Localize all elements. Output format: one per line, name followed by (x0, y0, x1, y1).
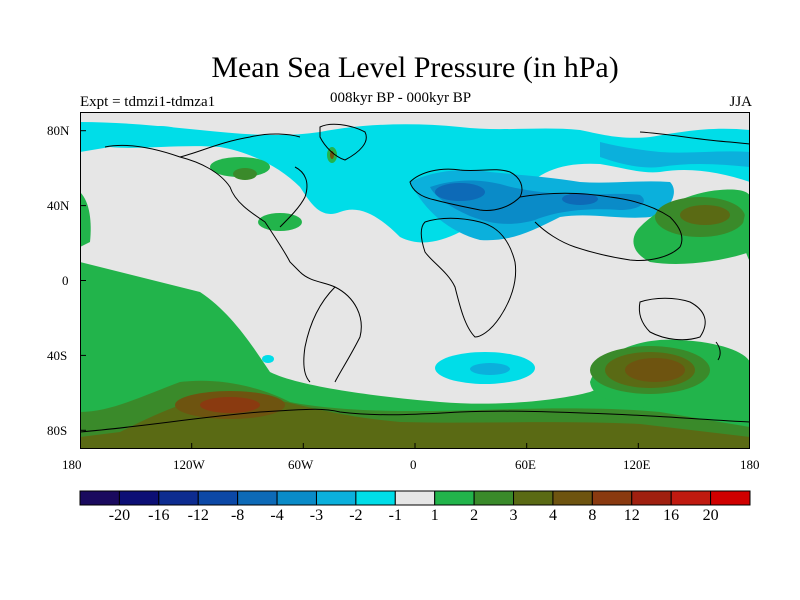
x-tick-label: 60W (288, 457, 314, 472)
colorbar-swatch (513, 490, 554, 506)
colorbar-swatch (276, 490, 317, 506)
east-coast-north-america (279, 166, 308, 228)
colorbar (79, 490, 751, 506)
colorbar-swatch (591, 490, 633, 506)
colorbar-label: -1 (388, 507, 402, 524)
colorbar-swatch (631, 490, 672, 506)
y-tick-label: 0 (62, 273, 69, 288)
arctic-neutral (80, 112, 750, 138)
olive-region-northwest-pacific (680, 205, 730, 225)
colorbar-swatch (552, 490, 593, 506)
colorbar-label: -12 (187, 507, 209, 524)
cyan-region-arctic-west (140, 126, 180, 138)
greenland-coast (319, 123, 367, 161)
season-label: JJA (729, 94, 752, 110)
colorbar-label: -2 (349, 507, 363, 524)
cyan-spot (262, 355, 274, 363)
y-tick-label: 40N (47, 198, 70, 213)
asia-coast (519, 192, 683, 261)
colorbar-swatch (315, 490, 357, 506)
period-subtitle: 008kyr BP - 000kyr BP (330, 90, 472, 106)
coastlines (80, 123, 750, 433)
y-tick-label: 80S (47, 423, 68, 438)
redbrown-region-south-pacific (200, 397, 260, 413)
colorbar-swatch (237, 490, 278, 506)
south-america-coast (299, 271, 362, 383)
pressure-field (80, 112, 750, 449)
colorbar-label: 20 (702, 507, 719, 524)
africa-coast (420, 217, 517, 338)
x-tick-label: 180 (740, 457, 760, 472)
y-ticks (80, 130, 86, 431)
colorbar-label: -8 (230, 507, 245, 524)
darkgreen-region-canada (233, 168, 257, 180)
colorbar-swatch (118, 490, 160, 506)
colorbar-label: 16 (663, 507, 680, 524)
x-tick-label: 120W (173, 457, 205, 472)
x-ticks (80, 443, 750, 449)
darkblue-region-asia (562, 193, 598, 205)
north-america-coast (104, 144, 301, 273)
green-region-atlantic (258, 213, 302, 231)
colorbar-label: 8 (588, 507, 597, 524)
canada-north-coast (179, 133, 301, 158)
colorbar-swatch (394, 490, 436, 506)
colorbar-label: -3 (309, 507, 324, 524)
colorbar-label: 4 (548, 507, 557, 524)
siberia-north-coast (639, 131, 750, 145)
colorbar-label: -20 (108, 507, 131, 524)
colorbar-label: 3 (509, 507, 518, 524)
x-tick-label: 120E (623, 457, 651, 472)
lightblue-region-south-atlantic (470, 363, 510, 375)
colorbar-label: 1 (430, 507, 439, 524)
southern-positive-anomaly (80, 262, 750, 449)
australia-coast (638, 297, 706, 341)
colorbar-swatch (197, 490, 239, 506)
x-tick-label: 180 (62, 457, 82, 472)
pressure-map (80, 112, 750, 449)
brown-region-south-indian (625, 358, 685, 382)
colorbar-swatch (79, 490, 120, 506)
new-zealand-coast (715, 341, 721, 361)
y-tick-label: 40S (47, 348, 68, 363)
x-tick-label: 60E (515, 457, 536, 472)
green-region-east-edge (742, 202, 750, 262)
colorbar-swatch (434, 490, 475, 506)
colorbar-label: -16 (148, 507, 170, 524)
darkblue-region-europe (435, 183, 485, 201)
colorbar-label: -4 (270, 507, 284, 524)
antarctica-coast (80, 408, 750, 433)
colorbar-label: 2 (470, 507, 479, 524)
colorbar-swatch (710, 490, 751, 506)
colorbar-swatch (158, 490, 199, 506)
colorbar-label: 12 (623, 507, 640, 524)
south-atlantic-negative-anomaly (262, 352, 535, 384)
lightblue-region-siberia (600, 142, 750, 168)
cyan-region-north (80, 112, 750, 243)
south-america-west-coast (303, 286, 336, 383)
northern-negative-anomaly (80, 112, 750, 243)
colorbar-swatch (355, 490, 396, 506)
colorbar-swatch (670, 490, 712, 506)
y-tick-label: 80N (47, 123, 70, 138)
colorbar-swatch (473, 490, 515, 506)
x-tick-label: 0 (410, 457, 417, 472)
experiment-label: Expt = tdmzi1-tdmza1 (80, 94, 216, 110)
map-title: Mean Sea Level Pressure (in hPa) (211, 51, 619, 84)
